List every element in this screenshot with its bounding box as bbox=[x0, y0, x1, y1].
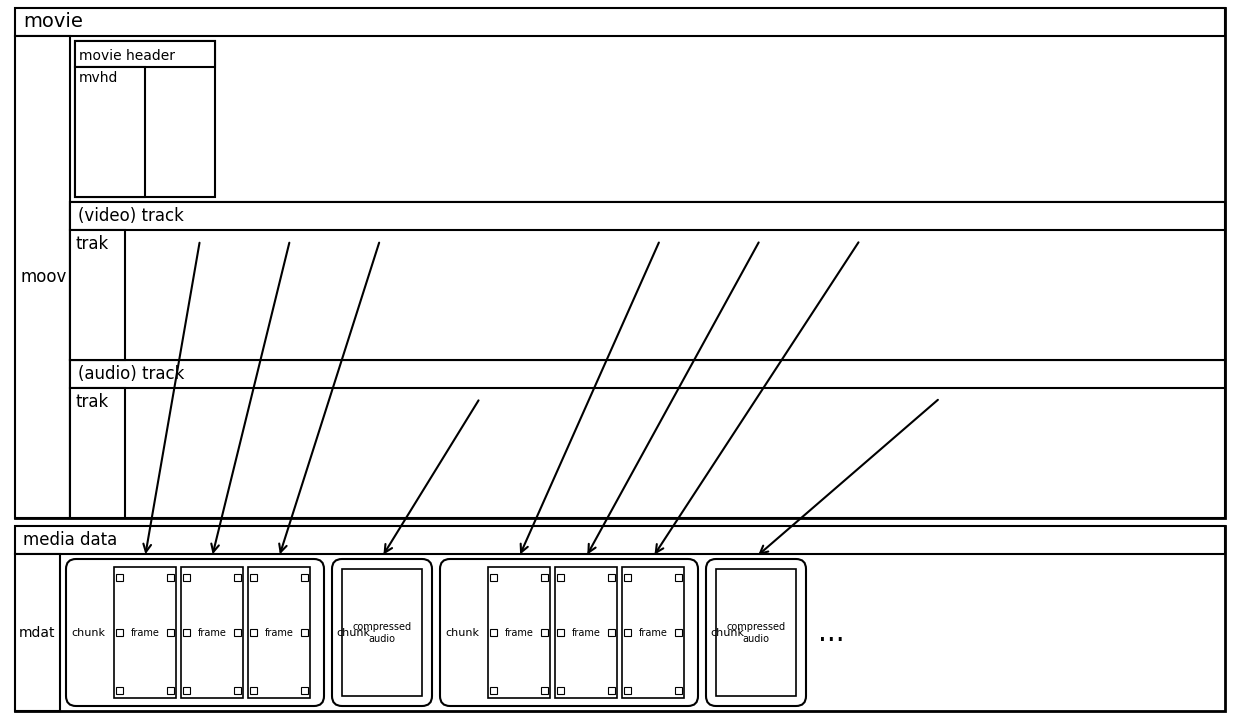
Bar bbox=[675, 629, 682, 636]
Bar bbox=[250, 629, 257, 636]
Bar bbox=[541, 629, 548, 636]
Text: compressed
audio: compressed audio bbox=[727, 622, 786, 644]
Text: frame: frame bbox=[197, 628, 227, 638]
Bar bbox=[69, 202, 1225, 360]
Bar bbox=[69, 360, 1225, 518]
Bar bbox=[556, 567, 618, 698]
Bar bbox=[69, 202, 1225, 230]
Bar bbox=[608, 574, 615, 581]
Bar bbox=[15, 8, 1225, 518]
Text: trak: trak bbox=[74, 235, 108, 253]
Bar bbox=[117, 574, 123, 581]
Text: (video) track: (video) track bbox=[78, 207, 184, 225]
Bar bbox=[675, 687, 682, 694]
Bar bbox=[624, 574, 631, 581]
Bar bbox=[490, 629, 497, 636]
Bar bbox=[15, 36, 69, 518]
Bar bbox=[490, 687, 497, 694]
Bar bbox=[167, 687, 174, 694]
Bar bbox=[69, 360, 1225, 388]
Text: trak: trak bbox=[74, 393, 108, 411]
Bar bbox=[74, 67, 145, 197]
Bar bbox=[15, 526, 1225, 711]
Text: compressed
audio: compressed audio bbox=[352, 622, 412, 644]
Bar bbox=[675, 574, 682, 581]
Text: movie header: movie header bbox=[79, 49, 175, 63]
Bar bbox=[114, 567, 176, 698]
Bar bbox=[117, 687, 123, 694]
Bar bbox=[184, 574, 190, 581]
Bar bbox=[248, 567, 310, 698]
Text: chunk: chunk bbox=[445, 628, 479, 638]
Text: mdat: mdat bbox=[19, 626, 56, 640]
FancyBboxPatch shape bbox=[66, 559, 324, 706]
Bar bbox=[301, 687, 308, 694]
Bar bbox=[234, 687, 241, 694]
Text: media data: media data bbox=[24, 531, 118, 549]
Bar bbox=[622, 567, 684, 698]
Bar bbox=[490, 574, 497, 581]
Bar bbox=[715, 569, 796, 696]
Bar bbox=[234, 574, 241, 581]
Bar bbox=[608, 687, 615, 694]
Bar bbox=[234, 629, 241, 636]
Text: frame: frame bbox=[130, 628, 160, 638]
Text: chunk: chunk bbox=[336, 628, 370, 638]
Bar bbox=[15, 554, 60, 711]
Text: (audio) track: (audio) track bbox=[78, 365, 185, 383]
Bar bbox=[117, 629, 123, 636]
Bar bbox=[69, 230, 125, 360]
Bar bbox=[15, 526, 1225, 554]
Bar bbox=[15, 8, 1225, 36]
Bar bbox=[250, 687, 257, 694]
Bar bbox=[181, 567, 243, 698]
Bar bbox=[301, 629, 308, 636]
Bar bbox=[184, 687, 190, 694]
Text: frame: frame bbox=[572, 628, 600, 638]
Bar bbox=[250, 574, 257, 581]
Text: ...: ... bbox=[818, 619, 844, 647]
Bar bbox=[167, 629, 174, 636]
Bar bbox=[167, 574, 174, 581]
Bar bbox=[608, 629, 615, 636]
Bar bbox=[184, 629, 190, 636]
FancyBboxPatch shape bbox=[706, 559, 806, 706]
Text: frame: frame bbox=[639, 628, 667, 638]
Bar bbox=[541, 574, 548, 581]
Bar bbox=[557, 574, 564, 581]
Bar bbox=[624, 687, 631, 694]
Bar bbox=[74, 41, 215, 67]
Bar bbox=[557, 629, 564, 636]
Bar bbox=[74, 41, 215, 197]
Bar bbox=[69, 388, 125, 518]
Text: mvhd: mvhd bbox=[79, 71, 118, 85]
Bar bbox=[301, 574, 308, 581]
Text: movie: movie bbox=[24, 12, 83, 31]
Text: chunk: chunk bbox=[711, 628, 744, 638]
Text: chunk: chunk bbox=[71, 628, 105, 638]
Bar bbox=[489, 567, 551, 698]
Bar bbox=[557, 687, 564, 694]
Text: frame: frame bbox=[505, 628, 533, 638]
Bar bbox=[624, 629, 631, 636]
FancyBboxPatch shape bbox=[440, 559, 698, 706]
Bar bbox=[342, 569, 422, 696]
Text: moov: moov bbox=[20, 268, 67, 286]
FancyBboxPatch shape bbox=[332, 559, 432, 706]
Text: frame: frame bbox=[264, 628, 294, 638]
Bar bbox=[541, 687, 548, 694]
